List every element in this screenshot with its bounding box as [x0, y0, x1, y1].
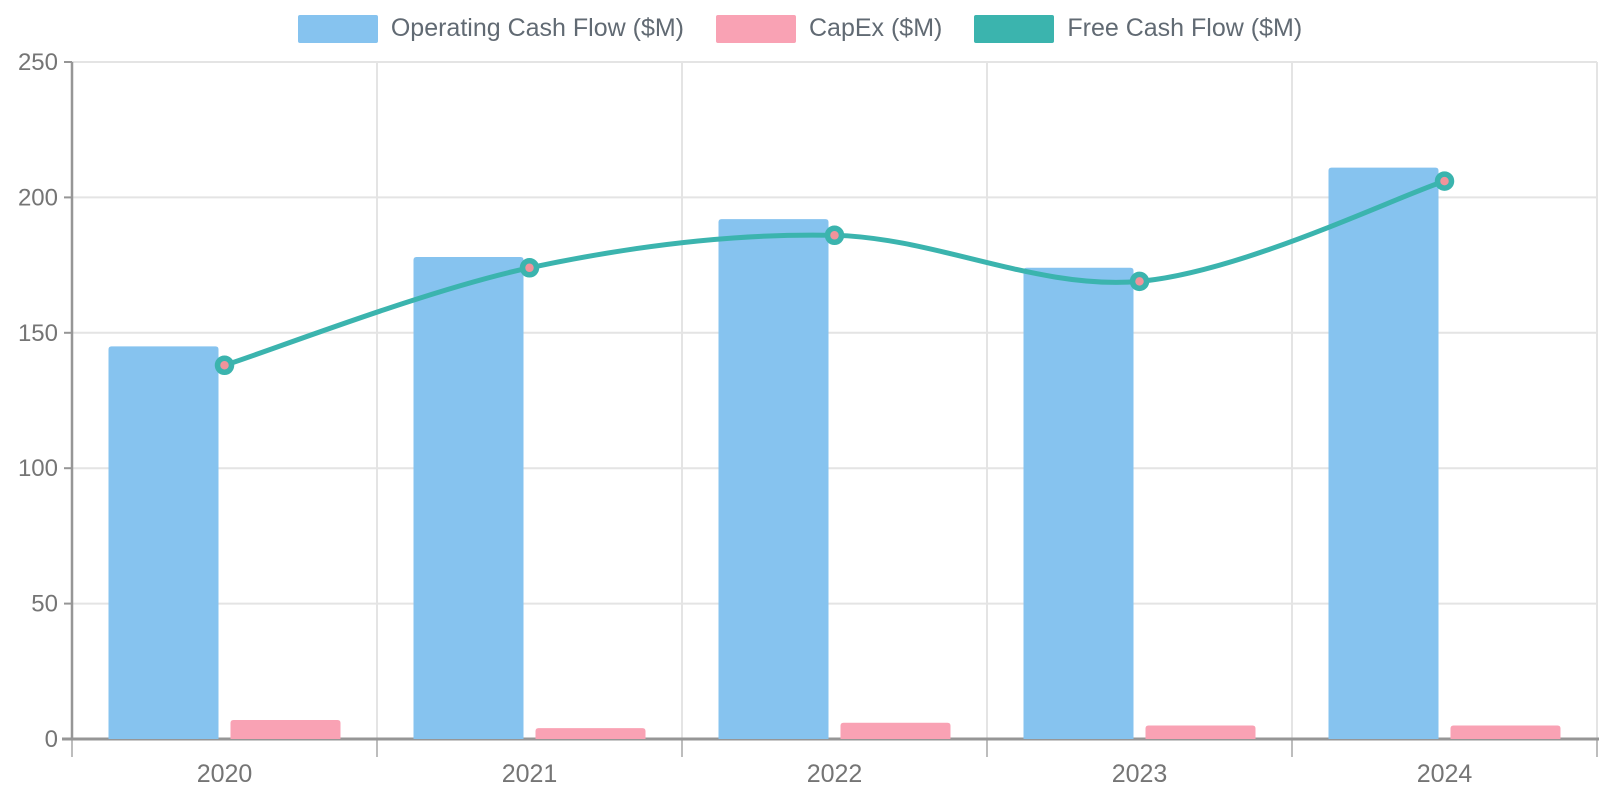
- point-free-cash-flow-m-2021[interactable]: [519, 258, 540, 278]
- x-tick-label-2024: 2024: [1417, 760, 1473, 788]
- legend-label-free-cash-flow: Free Cash Flow ($M): [1067, 14, 1303, 42]
- line-free-cash-flow-m[interactable]: [222, 178, 1447, 368]
- y-tick-label-50: 50: [31, 591, 58, 618]
- legend-swatch-free-cash-flow: [974, 14, 1055, 43]
- point-free-cash-flow-m-2024[interactable]: [1434, 171, 1455, 191]
- y-tick-label-100: 100: [18, 455, 58, 482]
- legend-item-free-cash-flow[interactable]: Free Cash Flow ($M): [974, 14, 1302, 43]
- bar-capex-m-2021[interactable]: [535, 728, 646, 739]
- legend: Operating Cash Flow ($M) CapEx ($M) Free…: [0, 14, 1600, 43]
- x-tick-label-2023: 2023: [1112, 760, 1168, 788]
- x-tick-label-2022: 2022: [807, 760, 863, 788]
- y-tick-label-250: 250: [18, 49, 58, 76]
- bar-capex-m-2024[interactable]: [1450, 725, 1561, 739]
- bar-operating-cash-flow-m-2021[interactable]: [413, 256, 524, 739]
- legend-label-operating-cash-flow: Operating Cash Flow ($M): [390, 14, 684, 42]
- x-tick-label-2020: 2020: [197, 760, 253, 788]
- point-free-cash-flow-m-2022[interactable]: [824, 225, 845, 246]
- legend-swatch-capex: [716, 14, 796, 43]
- point-free-cash-flow-m-2020[interactable]: [214, 355, 235, 376]
- bar-operating-cash-flow-m-2024[interactable]: [1328, 167, 1439, 739]
- bar-operating-cash-flow-m-2022[interactable]: [718, 219, 829, 740]
- point-free-cash-flow-m-2023[interactable]: [1129, 271, 1150, 292]
- y-tick-label-150: 150: [18, 320, 58, 347]
- bar-capex-m-2023[interactable]: [1145, 725, 1256, 739]
- bar-capex-m-2020[interactable]: [230, 720, 341, 739]
- bar-operating-cash-flow-m-2023[interactable]: [1023, 267, 1134, 739]
- y-tick-label-0: 0: [45, 726, 58, 753]
- bar-capex-m-2022[interactable]: [840, 722, 951, 739]
- x-tick-label-2021: 2021: [502, 760, 558, 788]
- legend-item-operating-cash-flow[interactable]: Operating Cash Flow ($M): [297, 14, 684, 43]
- legend-item-capex[interactable]: CapEx ($M): [716, 14, 942, 43]
- legend-label-capex: CapEx ($M): [809, 14, 943, 42]
- y-tick-label-200: 200: [18, 184, 58, 211]
- bar-operating-cash-flow-m-2020[interactable]: [108, 346, 219, 739]
- legend-swatch-operating-cash-flow: [297, 14, 378, 43]
